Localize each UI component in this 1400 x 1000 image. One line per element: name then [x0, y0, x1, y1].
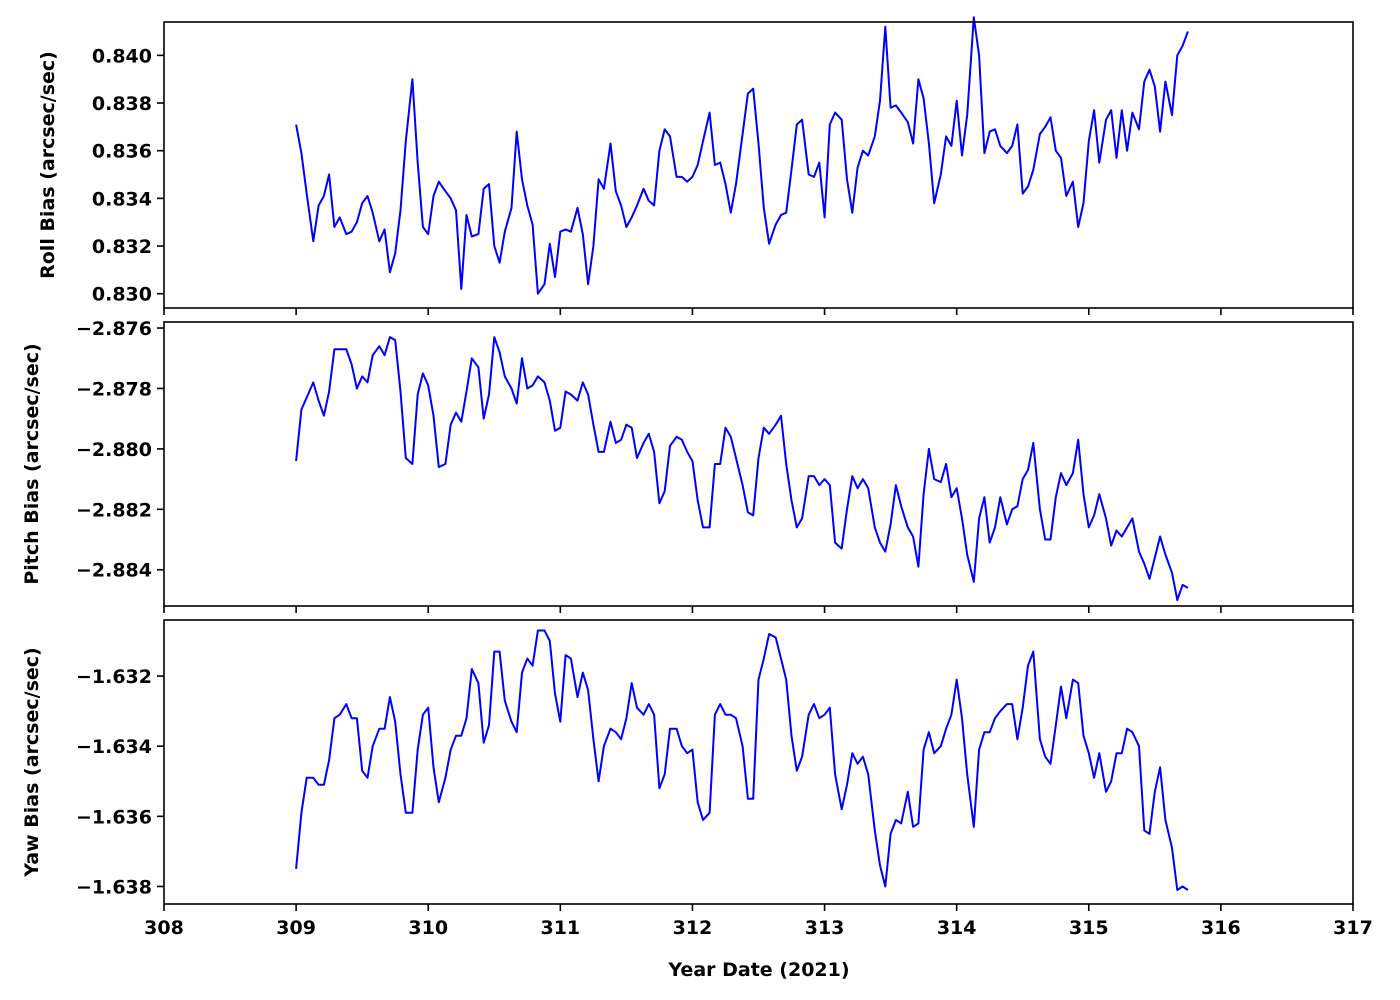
y-tick-label-0-4: 0.838	[92, 93, 152, 115]
panel-2: −1.638 −1.636 −1.634 −1.632 Yaw Bias (arcsec…	[21, 619, 1354, 911]
y-tick-label-2-2: −1.634	[76, 736, 152, 758]
y-axis-label-1: Pitch Bias (arcsec/sec)	[21, 343, 43, 584]
y-tick-label-1-0: −2.884	[76, 560, 152, 582]
x-tick-label-0: 308	[144, 917, 184, 939]
y-tick-label-0-3: 0.836	[92, 141, 152, 163]
x-axis-label: Year Date (2021)	[667, 959, 849, 981]
y-axis-label-0: Roll Bias (arcsec/sec)	[37, 51, 59, 279]
y-tick-label-2-0: −1.638	[76, 876, 152, 898]
y-tick-label-1-1: −2.882	[76, 499, 152, 521]
x-tick-label-4: 312	[673, 917, 713, 939]
series-line-0	[295, 16, 1189, 295]
y-axis-label-2: Yaw Bias (arcsec/sec)	[21, 647, 43, 877]
plot-frame-2	[163, 619, 1354, 905]
y-tick-label-0-0: 0.830	[92, 284, 152, 306]
x-tick-label-7: 315	[1069, 917, 1109, 939]
y-tick-label-0-1: 0.832	[92, 236, 152, 258]
panel-1: −2.884 −2.882 −2.880 −2.878 −2.876 Pitch Bias…	[21, 318, 1354, 613]
plot-frame-1	[163, 321, 1354, 607]
x-tick-label-2: 310	[408, 917, 448, 939]
x-tick-label-8: 316	[1201, 917, 1241, 939]
y-tick-label-1-3: −2.878	[76, 378, 152, 400]
x-tick-label-1: 309	[276, 917, 316, 939]
x-tick-label-6: 314	[937, 917, 977, 939]
series-line-1	[295, 336, 1189, 601]
series-line-2	[295, 629, 1189, 891]
x-tick-label-3: 311	[540, 917, 580, 939]
y-tick-label-2-1: −1.636	[76, 806, 152, 828]
x-tick-label-9: 317	[1333, 917, 1373, 939]
y-tick-label-1-4: −2.876	[76, 318, 152, 340]
y-tick-label-0-2: 0.834	[92, 188, 152, 210]
plot-frame-0	[163, 21, 1354, 309]
panel-0: 0.830 0.832 0.834 0.836 0.838 0.840 Roll Bias …	[37, 16, 1354, 315]
y-tick-label-2-3: −1.632	[76, 666, 152, 688]
y-tick-label-1-2: −2.880	[76, 439, 152, 461]
x-tick-label-5: 313	[805, 917, 845, 939]
y-tick-label-0-5: 0.840	[92, 45, 152, 67]
